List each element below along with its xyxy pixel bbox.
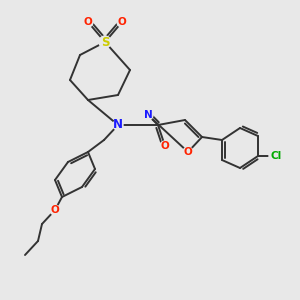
Circle shape (50, 205, 60, 215)
Circle shape (99, 36, 111, 48)
Circle shape (117, 17, 127, 27)
Text: S: S (101, 35, 109, 49)
Circle shape (143, 110, 153, 120)
Text: O: O (160, 141, 169, 151)
Circle shape (113, 120, 123, 130)
Circle shape (83, 17, 93, 27)
Text: O: O (118, 17, 126, 27)
Text: O: O (184, 147, 192, 157)
Circle shape (269, 149, 283, 163)
Text: O: O (84, 17, 92, 27)
Text: N: N (113, 118, 123, 131)
Circle shape (160, 141, 170, 151)
Circle shape (183, 147, 193, 157)
Text: Cl: Cl (270, 151, 282, 161)
Text: O: O (51, 205, 59, 215)
Text: N: N (144, 110, 152, 120)
